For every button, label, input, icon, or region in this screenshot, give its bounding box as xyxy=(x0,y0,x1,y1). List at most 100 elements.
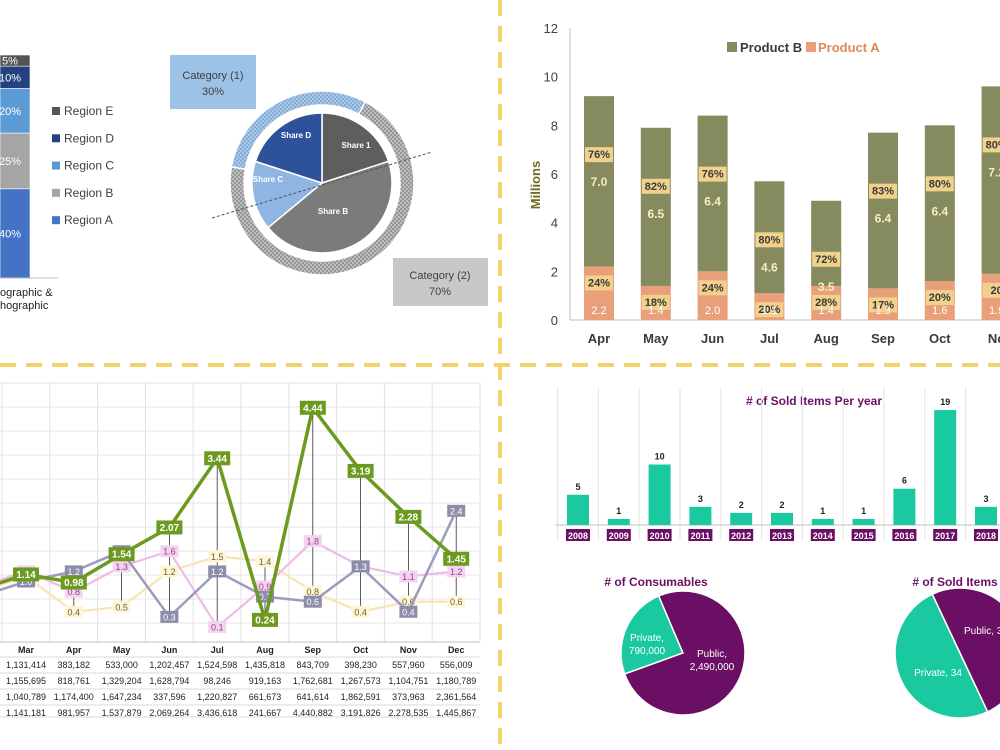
point-label-gray: 1.2 xyxy=(68,567,81,577)
point-marker-green xyxy=(347,463,374,478)
table-cell: 1,862,591 xyxy=(341,692,381,702)
table-cell: 1,220,827 xyxy=(197,692,237,702)
table-cell: 1,435,818 xyxy=(245,660,285,670)
table-cell: 1,537,879 xyxy=(102,708,142,718)
point-label-pink: 0.9 xyxy=(259,582,272,592)
sold-bar xyxy=(852,518,875,525)
point-marker-yellow xyxy=(112,600,131,613)
product-b-pct-label: 80% xyxy=(758,234,780,246)
product-b-value-label: 6.4 xyxy=(704,195,721,209)
product-a-value-label: 1.3 xyxy=(875,305,890,317)
table-cell: 1,155,695 xyxy=(6,676,46,686)
table-cell: 641,614 xyxy=(297,692,330,702)
point-label-yellow: 0.4 xyxy=(354,607,367,617)
product-b-pct-label: 80% xyxy=(929,178,951,190)
pct-label-bg xyxy=(641,294,670,310)
x-tick-label: May xyxy=(643,331,669,346)
table-cell: 1,040,789 xyxy=(6,692,46,702)
year-label-bg xyxy=(770,529,794,541)
table-cell: 1,104,751 xyxy=(388,676,428,686)
stacked-segment xyxy=(0,132,31,190)
table-cell: 2,361,564 xyxy=(436,692,476,702)
point-marker-green xyxy=(60,575,87,590)
bar-value-label: 3 xyxy=(983,494,988,504)
x-tick-label: Apr xyxy=(588,331,610,346)
pie-slice-private xyxy=(894,593,989,719)
x-tick-label: Aug xyxy=(256,645,274,655)
slice-label-public: Public, 3 xyxy=(964,626,1000,637)
slice-value-public: 2,490,000 xyxy=(690,662,735,673)
point-marker-green xyxy=(204,451,231,466)
sold-bar xyxy=(567,494,589,525)
product-b-pct-label: 83% xyxy=(872,186,894,198)
year-label-bg xyxy=(566,529,590,541)
point-marker-gray xyxy=(208,565,227,578)
product-b-bar xyxy=(868,132,898,289)
y-tick-label: 10 xyxy=(544,70,558,85)
point-marker-green xyxy=(13,567,39,582)
sold-items-bar-chart: # of Sold Items Per year 5 2008 1 2009 10 2010… xyxy=(555,388,1000,541)
product-a-value-label: 1.1 xyxy=(762,305,777,317)
point-label-yellow: 0.8 xyxy=(307,587,320,597)
point-marker-gray xyxy=(160,610,179,623)
point-label-pink: 0.1 xyxy=(211,622,224,632)
slice-label-private: Private, 34 xyxy=(914,668,962,679)
table-cell: 1,628,794 xyxy=(149,676,189,686)
table-cell: 1,174,400 xyxy=(54,692,94,702)
point-marker-gray xyxy=(64,565,83,578)
bar-value-label: 1 xyxy=(616,506,621,516)
pct-label-bg xyxy=(925,290,954,306)
year-label-bg xyxy=(933,529,958,541)
table-cell: 2,069,264 xyxy=(149,708,189,718)
point-marker-yellow xyxy=(160,565,179,578)
point-label-yellow: 0.6 xyxy=(402,597,415,607)
point-label-yellow: 1.5 xyxy=(211,552,224,562)
point-label-gray: 1.2 xyxy=(211,567,224,577)
legend-label: Region E xyxy=(64,104,113,118)
point-label-gray: 0.6 xyxy=(307,597,320,607)
point-label-gray: 1.0 xyxy=(20,577,33,587)
product-b-value-label: 7.0 xyxy=(591,175,608,189)
point-marker-yellow xyxy=(303,585,322,598)
x-tick-label: Jun xyxy=(161,645,177,655)
year-label-bg xyxy=(647,529,672,541)
x-tick-label: 2014 xyxy=(813,531,833,541)
point-label-green: 0.98 xyxy=(64,578,84,589)
pct-label-bg xyxy=(585,147,613,163)
point-marker-pink xyxy=(303,535,322,548)
point-marker-gray xyxy=(399,605,418,618)
x-tick-label: 2010 xyxy=(650,531,670,541)
outer-ring-slice xyxy=(229,100,415,276)
table-cell: 1,202,457 xyxy=(149,660,189,670)
table-cell: 1,329,204 xyxy=(102,676,142,686)
point-label-gray: 1.3 xyxy=(354,562,367,572)
consumables-pie-chart: # of Consumables Private, 790,000 Public, 2,… xyxy=(604,575,746,716)
table-cell: 1,141,181 xyxy=(6,708,46,718)
legend-swatch xyxy=(52,188,60,197)
point-label-pink: 1.3 xyxy=(115,562,128,572)
point-marker-yellow xyxy=(208,550,227,563)
chart-title: # of Consumables xyxy=(604,575,708,589)
bar-value-label: 19 xyxy=(940,397,950,407)
bar-value-label: 1 xyxy=(861,506,866,516)
point-label-gray: 0.7 xyxy=(259,592,272,602)
product-b-pct-label: 76% xyxy=(588,149,610,161)
pie-slice-public xyxy=(623,590,746,716)
x-tick-label: May xyxy=(113,645,131,655)
table-cell: 1,524,598 xyxy=(197,660,237,670)
point-label-pink: 1.1 xyxy=(402,572,415,582)
y-tick-label: 12 xyxy=(544,21,558,36)
product-a-value-label: 1.6 xyxy=(932,305,947,317)
point-label-green: 2.28 xyxy=(399,512,419,523)
point-marker-gray xyxy=(447,504,466,517)
category-2-value: 70% xyxy=(429,286,451,298)
inner-slice-label: Share D xyxy=(281,131,311,140)
bar-value-label: 1 xyxy=(820,506,825,516)
legend-swatch-product-a xyxy=(806,42,816,52)
pct-label-bg xyxy=(869,297,897,313)
product-b-value-label: 3.5 xyxy=(818,280,835,294)
year-label-bg xyxy=(606,529,631,541)
year-label-bg xyxy=(729,529,754,541)
table-cell: 3,191,826 xyxy=(341,708,381,718)
